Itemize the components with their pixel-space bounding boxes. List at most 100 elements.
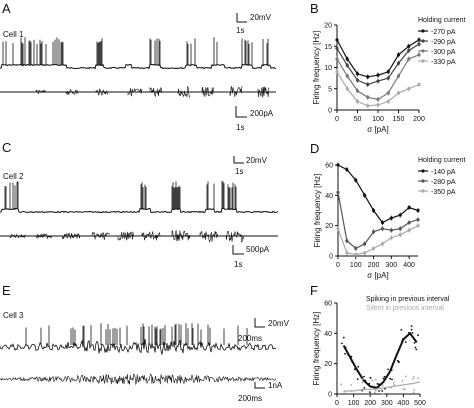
data-point bbox=[389, 236, 393, 240]
y-axis-label: Firing frequency [Hz] bbox=[312, 312, 321, 386]
data-point bbox=[335, 46, 339, 50]
panel-letter-e: E bbox=[2, 283, 11, 298]
x-tick-label: 200 bbox=[364, 400, 376, 407]
data-point bbox=[345, 239, 349, 243]
scalebar-a-top: 20mV 1s bbox=[236, 13, 272, 35]
data-point bbox=[345, 57, 349, 61]
trace-baseline bbox=[0, 63, 277, 70]
scatter-point bbox=[369, 376, 372, 379]
panel-letter-f: F bbox=[310, 283, 318, 298]
data-point bbox=[389, 216, 393, 220]
scatter-point bbox=[411, 332, 414, 334]
y-tick-label: 0 bbox=[329, 254, 333, 261]
panel-letter-a: A bbox=[2, 1, 11, 16]
legend-label: -330 pA bbox=[431, 59, 456, 66]
noise-block bbox=[171, 229, 191, 242]
data-point bbox=[416, 218, 420, 222]
scatter-point bbox=[397, 360, 400, 363]
trace-a-current bbox=[0, 85, 276, 98]
y-tick-label: 0 bbox=[328, 392, 332, 399]
scatter-point bbox=[341, 342, 343, 345]
fit-line bbox=[342, 331, 418, 389]
scatter-point bbox=[363, 387, 366, 389]
data-point bbox=[345, 87, 349, 91]
data-point bbox=[398, 213, 402, 217]
trace-current bbox=[0, 373, 277, 386]
legend-marker bbox=[421, 49, 425, 53]
data-point bbox=[417, 42, 421, 46]
scatter-point bbox=[404, 375, 407, 378]
data-point bbox=[386, 70, 390, 74]
data-point bbox=[366, 95, 370, 99]
scatter-point bbox=[374, 391, 376, 394]
data-point bbox=[355, 78, 360, 82]
legend-label: -350 pA bbox=[431, 189, 456, 196]
data-point bbox=[407, 48, 411, 53]
scatter-point bbox=[402, 388, 405, 391]
scatter-point bbox=[417, 377, 419, 380]
data-point bbox=[398, 227, 402, 231]
scatter-point bbox=[410, 328, 413, 331]
data-point bbox=[371, 208, 376, 213]
legend-label: Silent in previous interval bbox=[366, 305, 444, 312]
data-point bbox=[376, 79, 380, 83]
noise-block bbox=[177, 85, 190, 98]
legend-label: -290 pA bbox=[431, 39, 456, 46]
scatter-point bbox=[376, 383, 379, 385]
scalebar-e-top-v: 20mV bbox=[268, 319, 290, 328]
scatter-point bbox=[361, 381, 364, 384]
scatter-point bbox=[382, 377, 385, 380]
scatter-point bbox=[389, 377, 391, 380]
data-point bbox=[366, 82, 370, 87]
x-tick-label: 0 bbox=[336, 262, 340, 269]
legend-marker bbox=[421, 59, 425, 63]
scalebar-e-top-t: 200ms bbox=[238, 334, 262, 343]
data-point bbox=[407, 205, 411, 210]
scatter-point bbox=[357, 365, 360, 368]
data-point bbox=[407, 87, 411, 91]
data-point bbox=[380, 242, 385, 246]
scatter-point bbox=[374, 378, 377, 381]
trace-e-voltage bbox=[0, 323, 277, 355]
scatter-point bbox=[413, 342, 416, 344]
noise-block bbox=[149, 86, 163, 98]
noise-block bbox=[229, 85, 243, 97]
noise-block bbox=[201, 86, 215, 97]
noise-block bbox=[199, 230, 219, 243]
x-tick-label: 200 bbox=[368, 262, 380, 269]
chart-d: D 0 100 200 300 400 0 20 40 60 σ [pA] Firing freque… bbox=[310, 141, 466, 280]
scatter-point bbox=[393, 383, 396, 386]
scatter-point bbox=[350, 384, 353, 386]
data-point bbox=[354, 178, 358, 182]
scatter-point bbox=[391, 378, 393, 381]
data-point bbox=[416, 208, 420, 213]
data-point bbox=[355, 99, 360, 104]
data-point bbox=[398, 233, 402, 237]
trace-c-current bbox=[0, 229, 278, 243]
scalebar-a-top-t: 1s bbox=[236, 26, 244, 35]
scatter-point bbox=[413, 389, 415, 391]
scatter-point bbox=[380, 389, 383, 391]
scatter-point bbox=[381, 384, 384, 386]
cell-label-2: Cell 2 bbox=[3, 172, 24, 181]
scalebar-a-bottom-t: 1s bbox=[236, 123, 244, 132]
trace-e-current bbox=[0, 373, 277, 386]
y-tick-label: 60 bbox=[325, 163, 333, 170]
legend-label: Spiking in previous interval bbox=[366, 296, 450, 303]
scatter-point bbox=[400, 329, 403, 331]
trace-baseline bbox=[0, 207, 279, 214]
data-point bbox=[336, 163, 340, 167]
x-tick-label: 150 bbox=[393, 116, 405, 123]
data-point bbox=[366, 75, 370, 79]
x-tick-label: 100 bbox=[350, 262, 362, 269]
x-tick-label: 100 bbox=[372, 116, 384, 123]
x-tick-label: 400 bbox=[398, 400, 410, 407]
scatter-point bbox=[410, 325, 413, 327]
data-point bbox=[386, 99, 390, 104]
scalebar-a-top-v: 20mV bbox=[250, 13, 272, 22]
scatter-point bbox=[414, 346, 417, 349]
data-point bbox=[396, 53, 401, 57]
y-tick-label: 60 bbox=[324, 301, 332, 308]
scalebar-e-bottom: 1nA 200ms bbox=[238, 381, 283, 403]
